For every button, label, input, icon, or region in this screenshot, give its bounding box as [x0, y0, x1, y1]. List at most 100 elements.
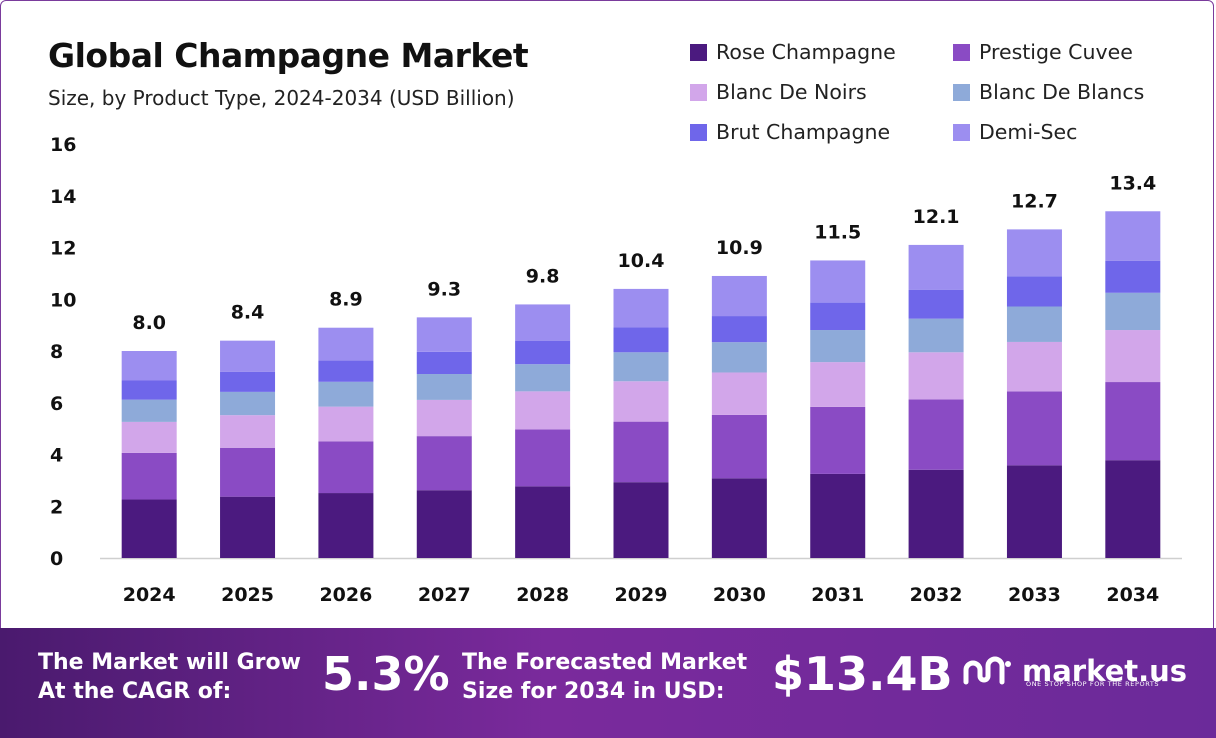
- legend-item-demi-sec: Demi-Sec: [953, 120, 1077, 144]
- bar-segment: [1105, 330, 1161, 383]
- bar-segment: [318, 381, 374, 407]
- bar-segment: [810, 473, 866, 558]
- brand-logo: market.us: [962, 654, 1187, 688]
- bar-segment: [416, 436, 472, 491]
- bar-segment: [515, 340, 571, 365]
- forecast-value: $13.4B: [772, 647, 953, 701]
- legend-item-brut-champagne: Brut Champagne: [690, 120, 890, 144]
- x-tick-label: 2024: [123, 584, 176, 606]
- bar-segment: [908, 289, 964, 319]
- footer-banner: The Market will Grow At the CAGR of: 5.3…: [0, 628, 1216, 738]
- bar-total-label: 10.4: [618, 250, 665, 272]
- chart-title: Global Champagne Market: [48, 36, 529, 75]
- bar-total-label: 12.1: [913, 206, 960, 228]
- bar-segment: [1105, 260, 1161, 293]
- legend-label: Demi-Sec: [979, 120, 1078, 144]
- bar-segment: [1105, 292, 1161, 331]
- cagr-label-line2: At the CAGR of:: [38, 679, 232, 704]
- x-tick-label: 2030: [713, 584, 766, 606]
- bar-segment: [220, 340, 276, 372]
- bar-segment: [121, 351, 177, 381]
- bar-segment: [908, 318, 964, 353]
- stacked-bar-chart: 0 2 4 6 8 10 12 14 16 8.0 2024 8.4 2025 8.9 2026 9.3 202…: [50, 134, 1182, 606]
- bar-segment: [515, 304, 571, 341]
- y-tick-label: 16: [50, 134, 76, 156]
- bar-segment: [515, 429, 571, 487]
- bar-segment: [1006, 229, 1062, 277]
- bar-segment: [121, 421, 177, 453]
- bar-total-label: 13.4: [1109, 172, 1156, 194]
- bar-segment: [711, 478, 767, 558]
- bar-segment: [613, 421, 669, 483]
- bar-segment: [220, 415, 276, 448]
- cagr-label-line1: The Market will Grow: [38, 650, 301, 675]
- bar-segment: [1006, 391, 1062, 466]
- bar-segment: [318, 360, 374, 382]
- bar-segment: [318, 441, 374, 494]
- bar-segment: [416, 399, 472, 437]
- bar-segment: [416, 317, 472, 352]
- bar-segment: [1006, 306, 1062, 342]
- market-us-logo-icon: [963, 656, 1011, 685]
- bar-segment: [1006, 276, 1062, 307]
- legend-swatch: [690, 43, 707, 61]
- x-tick-label: 2029: [615, 584, 668, 606]
- bar-segment: [810, 260, 866, 303]
- bar-segment: [711, 342, 767, 373]
- bar-total-label: 10.9: [716, 237, 763, 259]
- bar-segment: [613, 482, 669, 558]
- x-tick-label: 2027: [418, 584, 471, 606]
- bar-segment: [416, 351, 472, 375]
- y-tick-label: 6: [50, 393, 63, 415]
- y-tick-label: 2: [50, 496, 63, 518]
- legend-label: Blanc De Noirs: [716, 80, 867, 104]
- bar-segment: [318, 406, 374, 442]
- bar-segment: [711, 275, 767, 317]
- legend-item-prestige-cuvee: Prestige Cuvee: [953, 40, 1133, 64]
- brand-tagline: ONE STOP SHOP FOR THE REPORTS: [1026, 680, 1160, 688]
- y-tick-label: 4: [50, 445, 63, 467]
- legend-swatch: [690, 123, 707, 141]
- x-tick-label: 2025: [221, 584, 274, 606]
- bar-segment: [613, 352, 669, 382]
- legend-swatch: [953, 83, 970, 101]
- brand-name: market.us: [1022, 654, 1188, 688]
- bar-segment: [908, 244, 964, 290]
- legend-label: Prestige Cuvee: [979, 40, 1133, 64]
- legend-label: Blanc De Blancs: [979, 80, 1145, 104]
- bar-segment: [121, 399, 177, 422]
- bar-segment: [121, 452, 177, 500]
- chart-subtitle: Size, by Product Type, 2024-2034 (USD Bi…: [48, 86, 515, 110]
- cagr-value: 5.3%: [322, 647, 450, 701]
- x-tick-label: 2033: [1008, 584, 1061, 606]
- bar-segment: [1105, 211, 1161, 261]
- bar-segment: [810, 406, 866, 474]
- bar-segment: [613, 327, 669, 353]
- bar-segment: [711, 372, 767, 415]
- y-tick-label: 14: [50, 186, 76, 208]
- legend-swatch: [953, 123, 970, 141]
- cagr-label: The Market will Grow At the CAGR of:: [38, 648, 301, 706]
- legend-item-blanc-de-blancs: Blanc De Blancs: [953, 80, 1144, 104]
- bar-segment: [515, 364, 571, 392]
- bar-segment: [220, 391, 276, 416]
- bar-segment: [613, 288, 669, 328]
- bar-segment: [121, 499, 177, 558]
- bar-segment: [908, 399, 964, 470]
- x-tick-label: 2031: [811, 584, 864, 606]
- y-tick-label: 10: [50, 289, 76, 311]
- bar-segment: [121, 380, 177, 400]
- bar-segment: [220, 447, 276, 497]
- bar-segment: [810, 330, 866, 363]
- bar-segment: [220, 496, 276, 558]
- forecast-label-line2: Size for 2034 in USD:: [462, 679, 725, 704]
- legend-swatch: [690, 83, 707, 101]
- legend-item-blanc-de-noirs: Blanc De Noirs: [690, 80, 867, 104]
- bar-total-label: 8.0: [132, 312, 166, 334]
- legend-label: Brut Champagne: [716, 120, 891, 144]
- bar-segment: [711, 414, 767, 479]
- bar-total-label: 8.9: [329, 289, 363, 311]
- legend-swatch: [953, 43, 970, 61]
- bar-segment: [613, 381, 669, 422]
- bar-segment: [416, 374, 472, 400]
